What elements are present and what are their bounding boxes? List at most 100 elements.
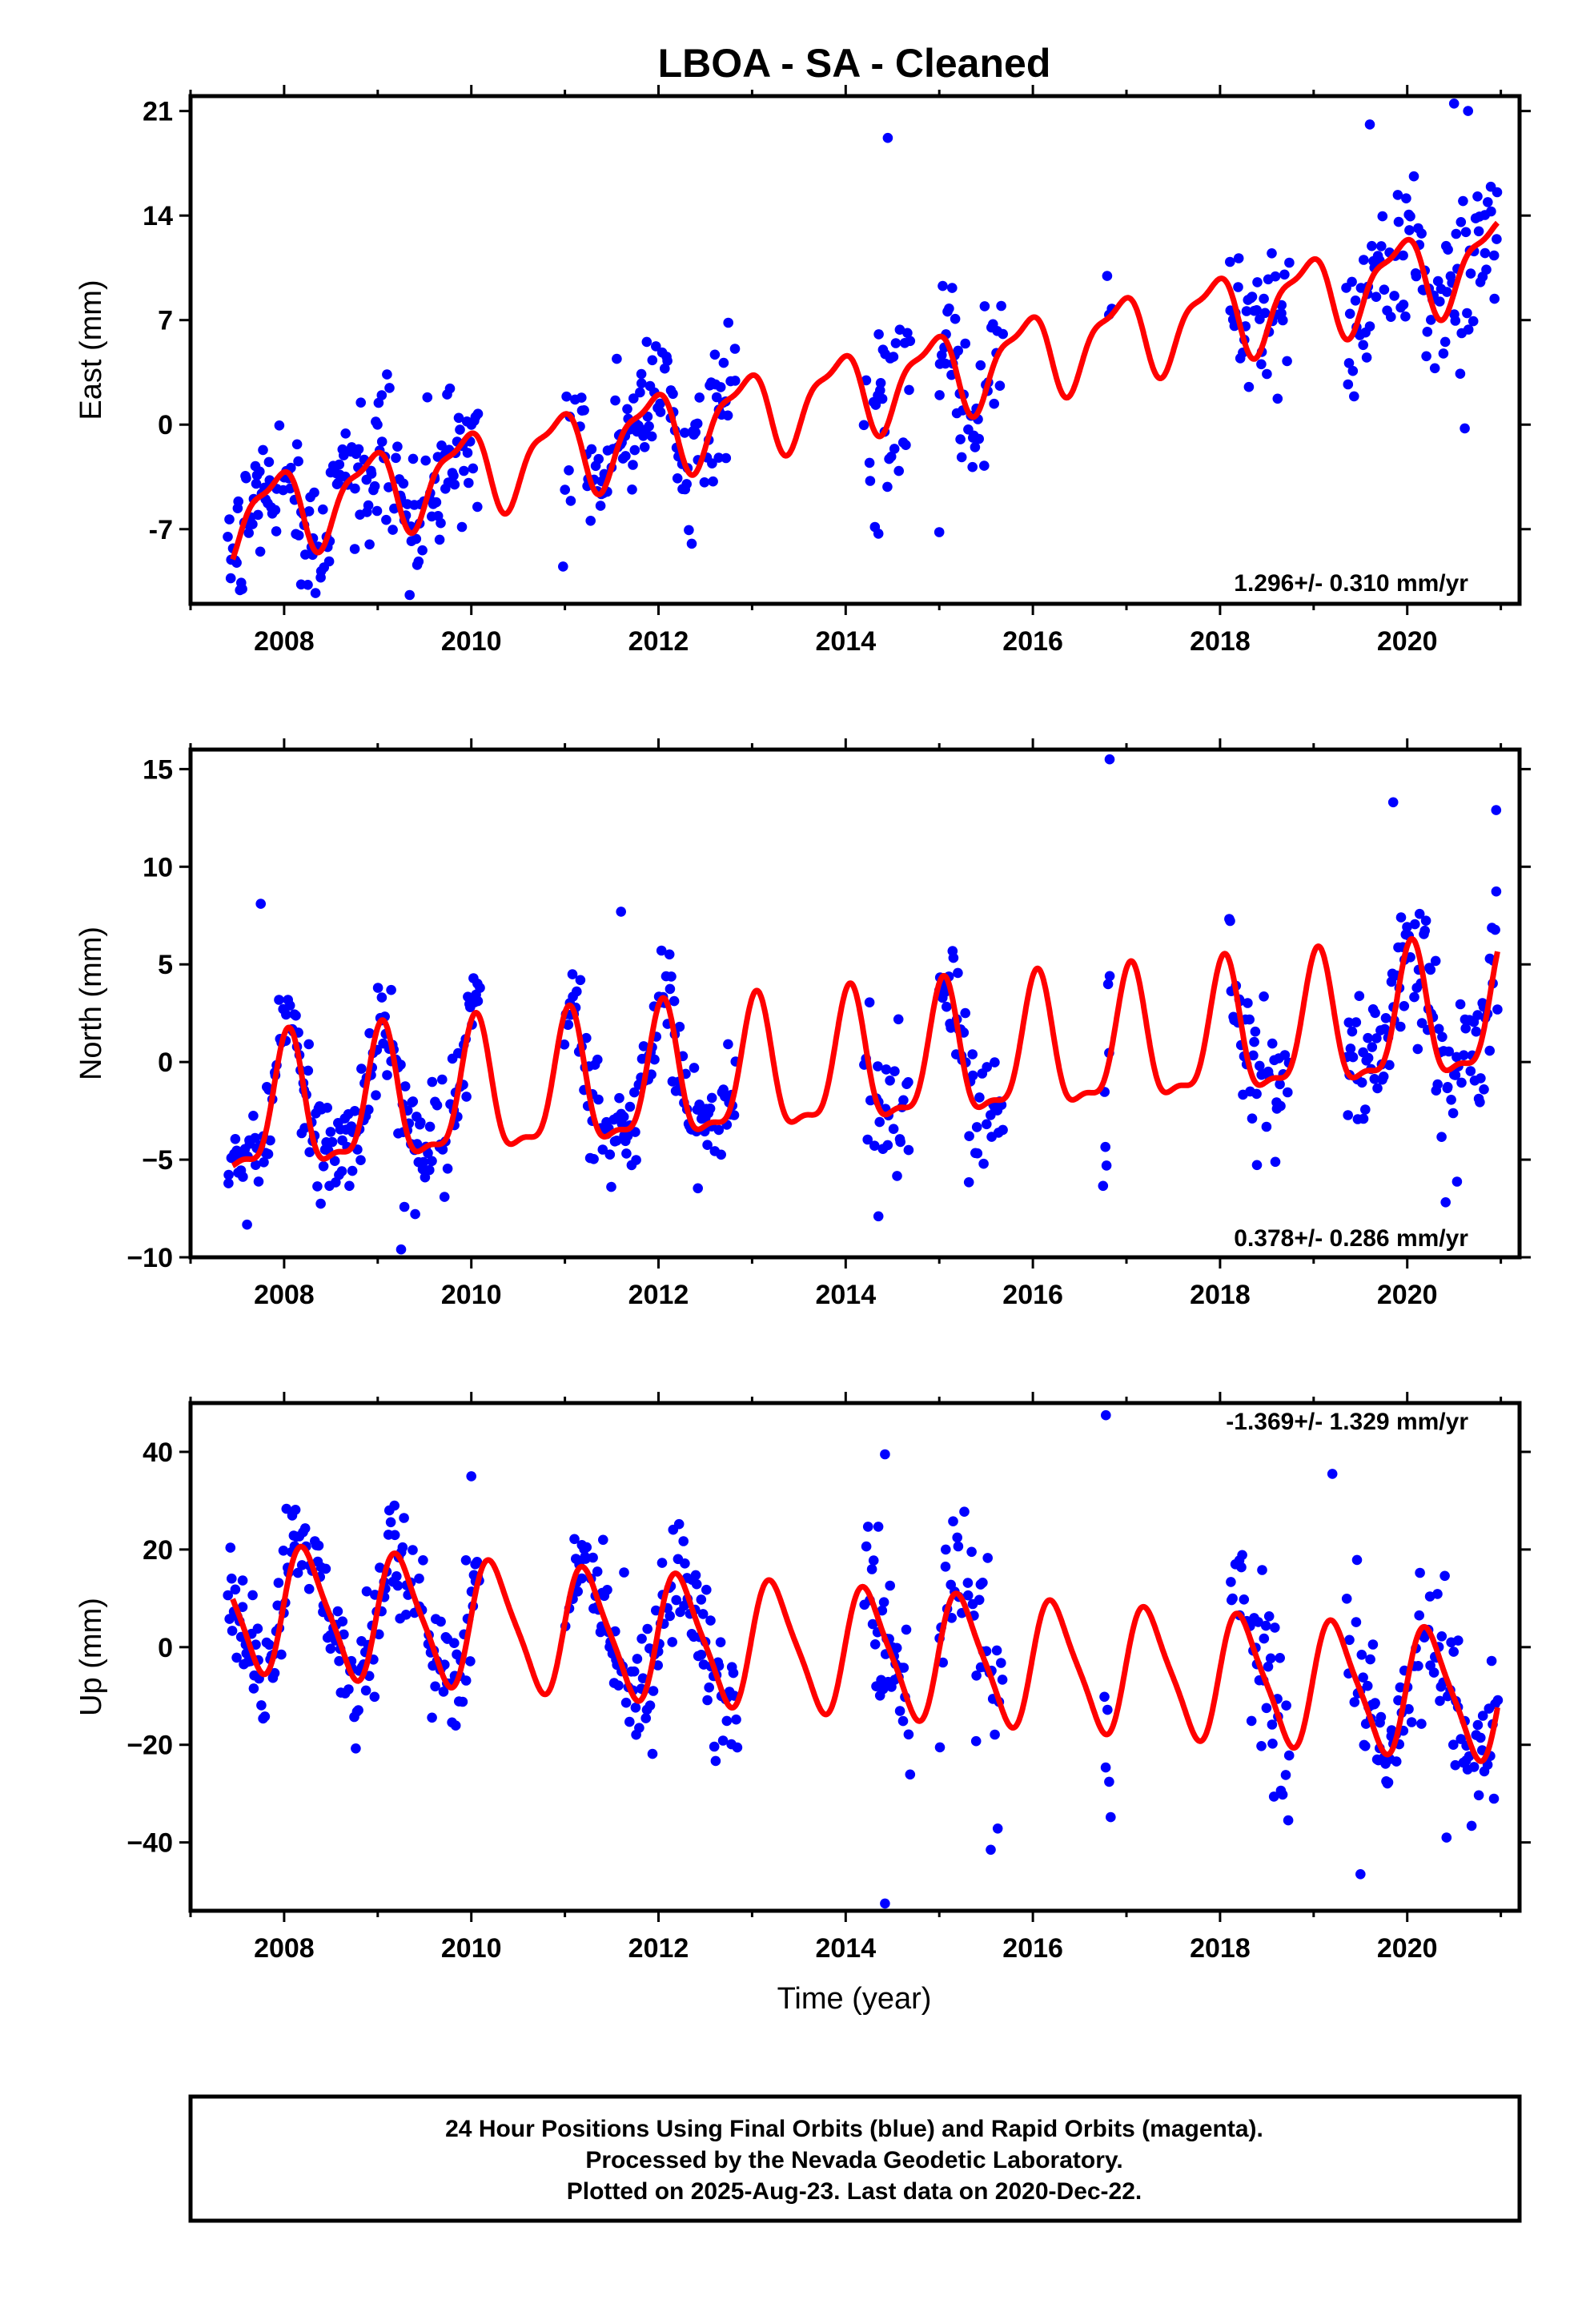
data-point — [363, 1104, 374, 1115]
data-point — [310, 588, 321, 598]
data-point — [1386, 312, 1396, 323]
data-point — [299, 1523, 311, 1534]
data-point — [408, 1096, 419, 1107]
data-point — [327, 1136, 338, 1148]
data-point — [628, 1666, 640, 1677]
data-point — [1349, 391, 1359, 402]
data-point — [664, 949, 675, 960]
data-point — [956, 452, 967, 463]
velocity-label: 0.378+/- 0.286 mm/yr — [1234, 1225, 1468, 1252]
data-point — [281, 1503, 292, 1514]
data-point — [1486, 1655, 1497, 1667]
data-point — [710, 1755, 721, 1767]
data-point — [651, 1605, 661, 1616]
data-point — [888, 352, 899, 362]
data-point — [227, 1573, 237, 1584]
data-point — [873, 329, 884, 340]
data-point — [640, 1713, 651, 1723]
data-point — [293, 456, 303, 467]
data-point — [448, 470, 459, 481]
data-point — [1414, 908, 1425, 919]
data-point — [438, 1687, 449, 1697]
data-point — [1440, 1197, 1451, 1208]
data-point — [332, 1606, 343, 1617]
data-point — [376, 992, 387, 1003]
data-point — [572, 986, 582, 997]
data-point — [592, 1566, 603, 1577]
data-point — [730, 376, 741, 386]
data-point — [255, 466, 265, 477]
data-point — [432, 1100, 443, 1111]
data-point — [223, 1590, 234, 1601]
data-point — [1488, 250, 1500, 261]
data-point — [329, 1156, 340, 1166]
data-point — [273, 1578, 284, 1588]
data-point — [1349, 1697, 1360, 1707]
data-point — [381, 514, 391, 525]
data-point — [1419, 925, 1430, 936]
data-point — [649, 1054, 660, 1065]
fit-line — [230, 220, 1500, 561]
data-point — [1283, 1750, 1295, 1761]
data-point — [579, 405, 589, 416]
y-tick-label: 14 — [143, 201, 173, 231]
data-point — [701, 1584, 712, 1595]
data-point — [1278, 315, 1288, 326]
data-point — [1101, 1160, 1112, 1171]
data-point — [593, 453, 604, 464]
data-point — [439, 1192, 450, 1202]
data-point — [1341, 1594, 1352, 1604]
data-point — [864, 997, 875, 1007]
data-point — [1435, 296, 1445, 307]
panel-north: 2008 2010 2012 2014 2016 2018 2020 −10 −5 0 5 10 15 N… — [74, 738, 1531, 1310]
data-point — [1465, 1066, 1476, 1076]
data-point — [353, 1705, 363, 1715]
data-point — [1456, 217, 1467, 227]
data-point — [444, 383, 456, 394]
data-point — [1448, 1647, 1459, 1657]
data-point — [389, 1500, 400, 1511]
data-point — [224, 1614, 235, 1624]
data-point — [1477, 1711, 1488, 1721]
data-point — [690, 427, 701, 438]
data-point — [1367, 240, 1377, 251]
data-point — [1442, 1082, 1453, 1092]
data-point — [689, 1063, 700, 1073]
data-point — [1402, 922, 1412, 932]
data-point — [251, 1160, 261, 1170]
x-tick-label: 2018 — [1190, 1280, 1251, 1310]
data-point — [1476, 1732, 1486, 1743]
data-point — [1426, 315, 1436, 325]
data-point — [392, 1580, 404, 1591]
data-point — [1270, 271, 1281, 282]
data-point — [595, 501, 606, 511]
data-point — [1393, 216, 1404, 227]
data-point — [1483, 197, 1493, 207]
data-point — [602, 1585, 612, 1595]
data-point — [559, 1039, 570, 1050]
data-point — [893, 1014, 904, 1025]
x-tick-label: 2010 — [441, 1280, 502, 1310]
data-point — [967, 1070, 978, 1081]
data-point — [628, 393, 639, 404]
x-tick-label: 2012 — [628, 1933, 689, 1964]
data-point — [1405, 211, 1415, 222]
data-point — [1468, 1762, 1480, 1772]
data-point — [466, 1471, 476, 1482]
data-point — [1347, 1026, 1358, 1037]
data-point — [1416, 228, 1427, 239]
data-point — [243, 528, 255, 538]
data-point — [459, 465, 469, 476]
data-point — [1275, 1079, 1285, 1090]
data-point — [865, 476, 876, 486]
data-point — [1422, 327, 1433, 337]
data-point — [898, 1663, 909, 1673]
data-point — [728, 1667, 739, 1679]
data-point — [651, 341, 661, 352]
data-point — [732, 1742, 743, 1753]
data-point — [696, 1650, 707, 1660]
data-point — [708, 476, 718, 487]
y-tick-label: −5 — [142, 1145, 173, 1176]
data-point — [885, 1580, 895, 1591]
data-point — [255, 899, 267, 909]
